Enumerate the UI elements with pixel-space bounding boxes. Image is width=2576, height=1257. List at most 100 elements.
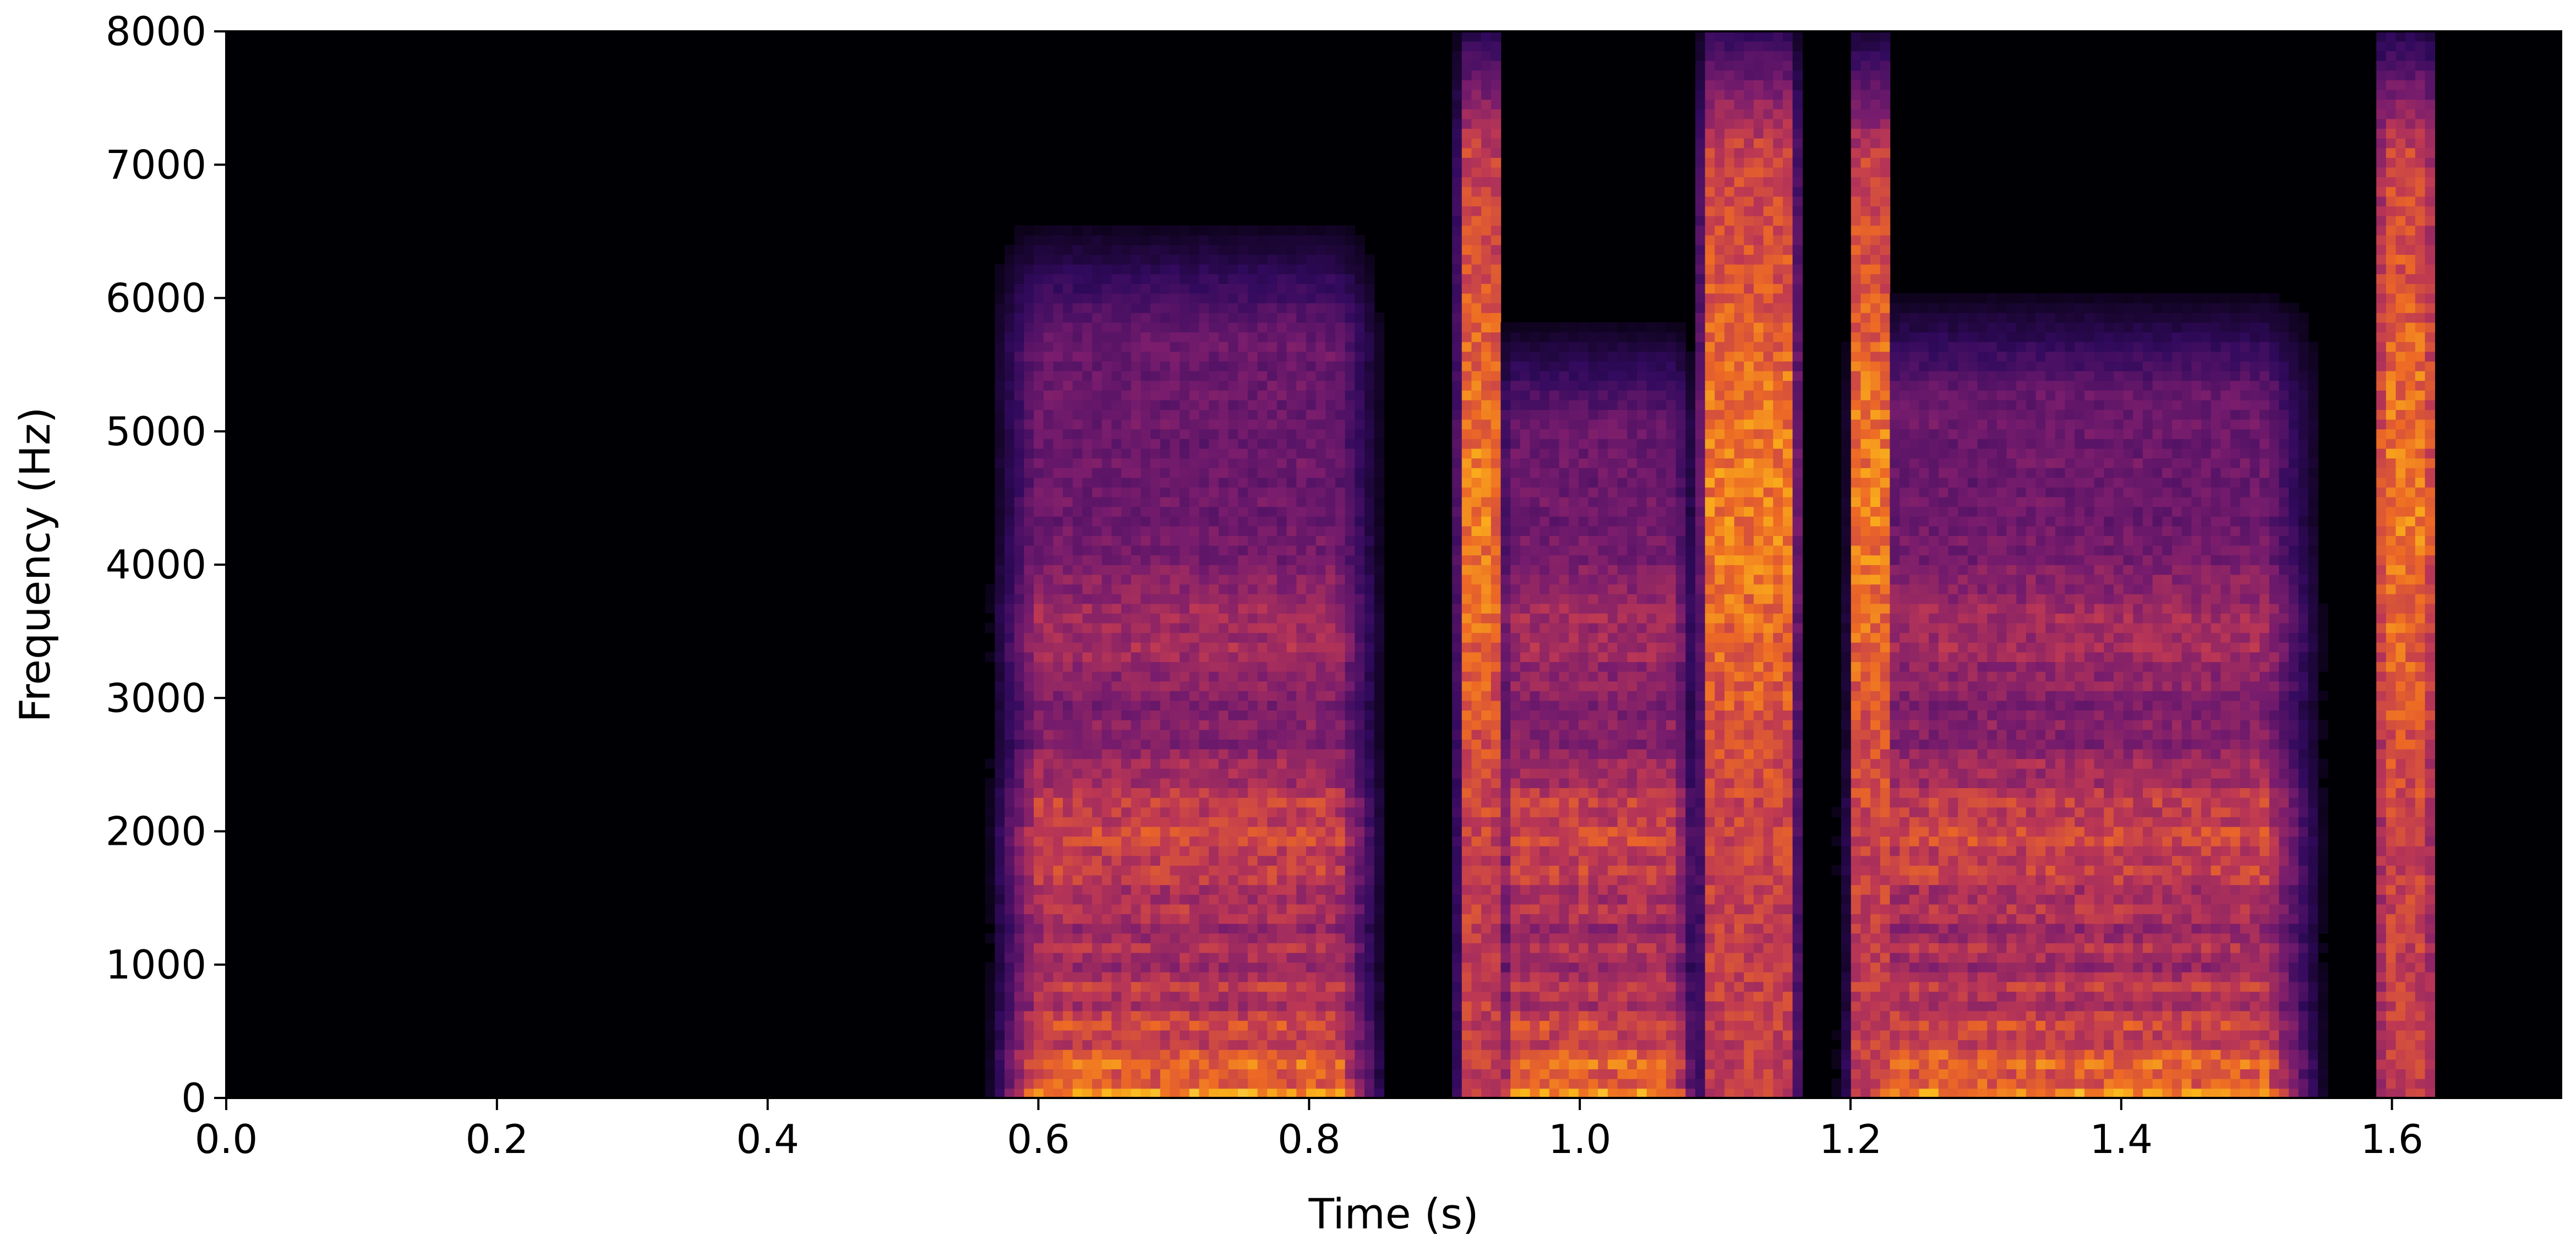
spectrogram-cell	[1286, 477, 1297, 488]
spectrogram-cell	[1140, 341, 1151, 352]
spectrogram-cell	[1316, 855, 1327, 866]
spectrogram-cell	[1510, 322, 1521, 332]
spectrogram-cell	[1500, 332, 1511, 342]
spectrogram-cell	[1364, 312, 1375, 323]
spectrogram-cell	[1471, 448, 1482, 458]
spectrogram-cell	[1238, 894, 1248, 905]
spectrogram-cell	[1111, 303, 1122, 313]
spectrogram-cell	[1578, 516, 1589, 527]
spectrogram-cell	[1267, 1049, 1278, 1060]
spectrogram-cell	[1491, 361, 1502, 371]
spectrogram-cell	[1082, 613, 1093, 624]
spectrogram-cell	[995, 933, 1005, 943]
spectrogram-cell	[1131, 565, 1142, 575]
spectrogram-cell	[1461, 264, 1472, 275]
spectrogram-cell	[1014, 933, 1025, 943]
spectrogram-cell	[1306, 565, 1317, 575]
spectrogram-cell	[1345, 293, 1356, 304]
spectrogram-cell	[1140, 351, 1151, 362]
spectrogram-cell	[1053, 943, 1063, 953]
spectrogram-cell	[1481, 341, 1492, 352]
spectrogram-cell	[1140, 244, 1151, 255]
spectrogram-cell	[1540, 981, 1550, 992]
spectrogram-cell	[1238, 778, 1248, 789]
spectrogram-cell	[1471, 642, 1482, 653]
spectrogram-cell	[1325, 584, 1336, 594]
spectrogram-cell	[1296, 884, 1307, 895]
spectrogram-cell	[1286, 632, 1297, 643]
spectrogram-cell	[1559, 681, 1569, 691]
spectrogram-cell	[1082, 826, 1093, 837]
spectrogram-cell	[1559, 622, 1569, 633]
spectrogram-cell	[1131, 574, 1142, 585]
spectrogram-cell	[1481, 196, 1492, 206]
spectrogram-cell	[1510, 797, 1521, 808]
spectrogram-cell	[1530, 923, 1540, 934]
spectrogram-cell	[1578, 496, 1589, 507]
spectrogram-cell	[1452, 429, 1462, 439]
spectrogram-cell	[1199, 1059, 1209, 1069]
spectrogram-cell	[1520, 332, 1531, 342]
spectrogram-cell	[1530, 1001, 1540, 1012]
spectrogram-cell	[1325, 303, 1336, 313]
spectrogram-cell	[1306, 691, 1317, 701]
spectrogram-cell	[1491, 584, 1502, 594]
spectrogram-cell	[1345, 283, 1356, 294]
spectrogram-cell	[1598, 845, 1608, 856]
spectrogram-cell	[1306, 719, 1317, 730]
spectrogram-cell	[1471, 138, 1482, 149]
spectrogram-cell	[1471, 710, 1482, 720]
spectrogram-cell	[1189, 400, 1200, 410]
spectrogram-cell	[1180, 1078, 1190, 1089]
spectrogram-cell	[1491, 138, 1502, 149]
spectrogram-cell	[1569, 1020, 1579, 1031]
spectrogram-cell	[1238, 807, 1248, 817]
spectrogram-cell	[1199, 448, 1209, 458]
spectrogram-cell	[1364, 526, 1375, 536]
spectrogram-cell	[1588, 710, 1598, 720]
spectrogram-cell	[1296, 419, 1307, 430]
spectrogram-cell	[1140, 603, 1151, 614]
spectrogram-cell	[1345, 409, 1356, 420]
spectrogram-cell	[1024, 739, 1034, 750]
spectrogram-cell	[1549, 943, 1560, 953]
spectrogram-cell	[1218, 254, 1229, 265]
spectrogram-cell	[1180, 797, 1190, 808]
spectrogram-cell	[1549, 739, 1560, 750]
spectrogram-cell	[1540, 748, 1550, 759]
spectrogram-cell	[1306, 467, 1317, 478]
spectrogram-cell	[1247, 1088, 1258, 1098]
spectrogram-cell	[1247, 1040, 1258, 1050]
spectrogram-cell	[995, 845, 1005, 856]
spectrogram-cell	[1180, 613, 1190, 624]
spectrogram-cell	[1082, 817, 1093, 827]
spectrogram-cell	[1355, 477, 1365, 488]
spectrogram-cell	[1189, 1001, 1200, 1012]
spectrogram-cell	[1286, 312, 1297, 323]
spectrogram-cell	[1276, 865, 1287, 876]
spectrogram-cell	[1189, 603, 1200, 614]
spectrogram-cell	[1189, 778, 1200, 789]
spectrogram-cell	[1034, 225, 1044, 236]
spectrogram-cell	[1491, 390, 1502, 401]
spectrogram-cell	[1374, 555, 1385, 565]
spectrogram-cell	[1316, 1001, 1327, 1012]
spectrogram-cell	[1461, 700, 1472, 711]
spectrogram-cell	[1140, 322, 1151, 332]
spectrogram-cell	[1306, 1001, 1317, 1012]
spectrogram-cell	[1316, 312, 1327, 323]
spectrogram-cell	[1189, 458, 1200, 468]
spectrogram-cell	[1345, 225, 1356, 236]
spectrogram-cell	[1131, 409, 1142, 420]
spectrogram-cell	[1481, 622, 1492, 633]
spectrogram-cell	[1072, 904, 1083, 915]
spectrogram-cell	[1257, 642, 1268, 653]
spectrogram-cell	[1247, 429, 1258, 439]
spectrogram-cell	[1043, 1001, 1054, 1012]
spectrogram-cell	[1034, 788, 1044, 798]
spectrogram-cell	[1014, 487, 1025, 498]
spectrogram-cell	[1121, 875, 1132, 886]
spectrogram-cell	[1043, 526, 1054, 536]
spectrogram-cell	[1063, 700, 1073, 711]
spectrogram-cell	[1452, 632, 1462, 643]
